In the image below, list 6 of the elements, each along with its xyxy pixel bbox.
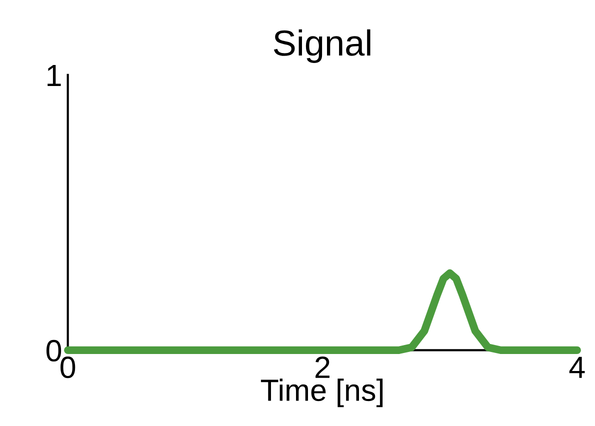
x-tick-label: 4 bbox=[569, 356, 585, 378]
chart-title: Signal bbox=[274, 29, 370, 64]
x-axis-title: Time [ns] bbox=[260, 378, 383, 408]
y-tick-label: 1 bbox=[48, 65, 61, 86]
x-tick-label: 2 bbox=[316, 356, 330, 378]
x-tick-label: 0 bbox=[60, 356, 76, 378]
